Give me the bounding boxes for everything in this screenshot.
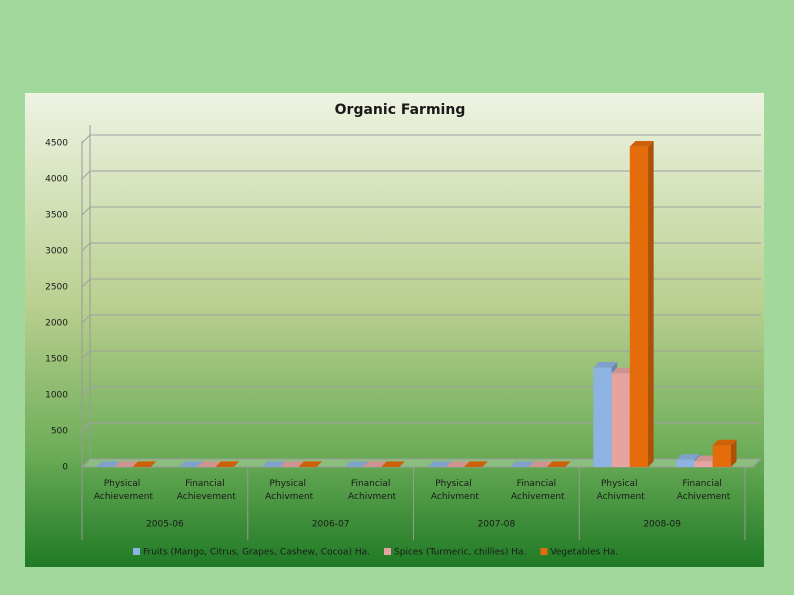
- bar-top: [445, 461, 470, 467]
- bar-top: [280, 461, 304, 467]
- grid-line: [81, 314, 761, 324]
- legend-swatch: [133, 548, 140, 555]
- grid-line: [81, 422, 761, 432]
- legend-swatch: [384, 548, 392, 555]
- bar-top: [629, 141, 654, 147]
- chart-title: Organic Farming: [335, 102, 466, 118]
- bar-top: [611, 367, 636, 374]
- y-tick-label: 0: [62, 463, 68, 473]
- bar: [611, 373, 630, 467]
- group-label: 2008-09: [643, 520, 681, 530]
- bar-top: [528, 461, 553, 467]
- bar-top: [362, 461, 387, 467]
- bar-top: [546, 461, 571, 467]
- grid-line: [81, 278, 761, 288]
- y-tick-label: 1000: [45, 391, 68, 401]
- bar-top: [215, 461, 240, 467]
- x-tick-label: Physical Achivment: [431, 479, 479, 502]
- bar-top: [298, 461, 323, 467]
- bar-top: [593, 362, 618, 368]
- y-tick-label: 1500: [45, 355, 68, 365]
- bar-top: [132, 461, 157, 467]
- group-label: 2005-06: [146, 520, 184, 530]
- bar-top: [510, 461, 535, 467]
- bar-top: [694, 455, 719, 462]
- bar: [629, 146, 649, 467]
- bar-side: [730, 439, 737, 467]
- group-label: 2007-08: [478, 520, 516, 530]
- bar-top: [427, 461, 452, 467]
- bar-top: [344, 461, 369, 467]
- legend-swatch: [540, 548, 548, 555]
- grid-line: [81, 386, 761, 396]
- y-tick-label: 4000: [45, 175, 68, 185]
- legend-label: Spices (Turmeric, chillies) Ha.: [394, 548, 526, 558]
- bar-top: [96, 461, 120, 467]
- y-tick-label: 3000: [45, 247, 68, 257]
- bar: [676, 459, 695, 467]
- x-tick-label: Physical Achievement: [94, 479, 154, 502]
- legend-label: Fruits (Mango, Citrus, Grapes, Cashew, C…: [143, 548, 370, 558]
- x-tick-label: Financial Achivement: [677, 479, 731, 502]
- bar-top: [197, 461, 222, 467]
- grid-line: [81, 134, 761, 144]
- group-label: 2006-07: [312, 520, 350, 530]
- x-tick-label: Physical Achivment: [265, 479, 313, 502]
- x-tick-label: Financial Achivment: [348, 479, 396, 502]
- bar-top: [381, 461, 406, 467]
- bar-top: [261, 461, 286, 467]
- grid-line: [81, 350, 761, 360]
- y-tick-label: 2500: [45, 283, 68, 293]
- bar: [694, 461, 713, 467]
- bar-top: [178, 461, 203, 467]
- bar: [593, 367, 612, 467]
- bar-top: [712, 439, 737, 446]
- y-tick-label: 500: [51, 427, 68, 437]
- y-tick-label: 2000: [45, 319, 68, 329]
- bar-top: [114, 461, 139, 467]
- x-tick-label: Financial Achivement: [511, 479, 565, 502]
- bar: [712, 445, 731, 467]
- x-tick-label: Financial Achievement: [177, 479, 237, 502]
- legend-label: Vegetables Ha.: [550, 548, 618, 558]
- x-tick-label: Physical Achivment: [597, 479, 645, 502]
- grid-line: [81, 242, 761, 252]
- grid-line: [81, 170, 761, 180]
- bar-top: [464, 461, 488, 467]
- y-tick-label: 3500: [45, 211, 68, 221]
- y-tick-label: 4500: [45, 139, 68, 149]
- bar-side: [648, 141, 654, 467]
- grid-line: [81, 206, 761, 216]
- bar-top: [676, 454, 701, 460]
